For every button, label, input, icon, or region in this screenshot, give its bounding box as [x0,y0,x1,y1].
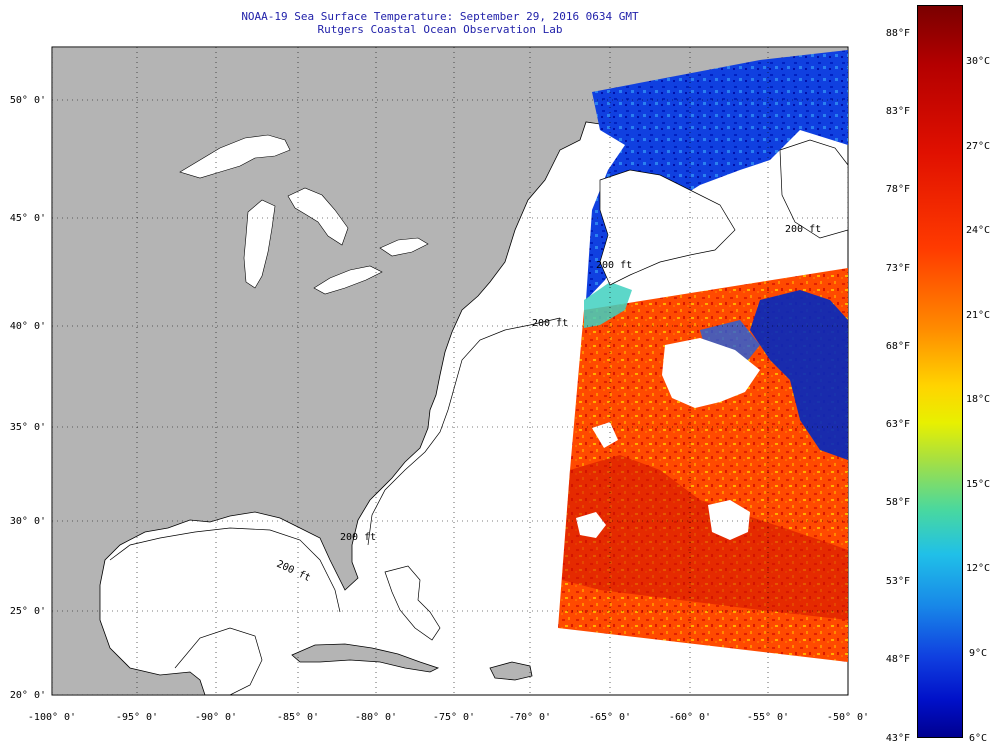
longitude-label: -50° 0' [827,712,869,723]
lake-michigan [243,199,276,289]
fahrenheit-label: 43°F [885,733,910,744]
longitude-axis: -100° 0' -95° 0' -90° 0' -85° 0' -80° 0' -75°… [28,712,869,723]
contour-label: 200 ft [785,224,821,235]
map-subtitle: Rutgers Coastal Ocean Observation Lab [317,23,563,36]
lake-erie [313,265,383,295]
longitude-label: -70° 0' [509,712,551,723]
latitude-axis: 50° 0' 45° 0' 40° 0' 35° 0' 30° 0' 25° 0' 20° … [10,95,46,701]
celsius-label: 12°C [965,563,991,574]
latitude-label: 35° 0' [10,422,46,433]
longitude-label: -85° 0' [277,712,319,723]
fahrenheit-label: 68°F [885,341,910,352]
hispaniola-land [489,661,533,681]
fahrenheit-label: 88°F [885,28,910,39]
celsius-label: 21°C [965,310,991,321]
latitude-label: 50° 0' [10,95,46,106]
bahamas-contour [384,565,441,641]
cloud-gap-2 [708,500,750,540]
cloud-gap-1 [662,338,760,408]
contour-label: 200 ft [340,532,376,543]
longitude-label: -95° 0' [116,712,158,723]
fahrenheit-label: 63°F [885,419,910,430]
longitude-label: -80° 0' [355,712,397,723]
cloud-gap-3 [576,512,606,538]
newfoundland-land [779,139,848,239]
yucatan-contour [174,627,263,695]
longitude-label: -90° 0' [195,712,237,723]
longitude-label: -65° 0' [589,712,631,723]
latitude-label: 30° 0' [10,516,46,527]
latitude-label: 20° 0' [10,690,46,701]
longitude-label: -60° 0' [669,712,711,723]
grid-lines [52,47,848,695]
latitude-label: 25° 0' [10,606,46,617]
sst-swath-cold [586,50,848,300]
latitude-label: 40° 0' [10,321,46,332]
celsius-label: 27°C [965,141,991,152]
celsius-label: 9°C [968,648,988,659]
lake-huron [287,187,349,246]
cuba-land [291,643,440,673]
temperature-colorbar [917,5,963,738]
fahrenheit-label: 73°F [885,263,910,274]
atlantic-shelf-contour [367,317,561,546]
sst-transition-band [584,282,632,328]
map-title: NOAA-19 Sea Surface Temperature: Septemb… [241,10,639,23]
latitude-label: 45° 0' [10,213,46,224]
cloud-gap-4 [592,422,618,448]
lake-superior [179,134,291,179]
celsius-label: 15°C [965,479,991,490]
maritime-land [599,169,736,286]
fahrenheit-label: 58°F [885,497,910,508]
contour-label: 200 ft [532,318,568,329]
fahrenheit-label: 83°F [885,106,910,117]
sst-warm-core [562,455,848,620]
longitude-label: -75° 0' [433,712,475,723]
contour-label: 200 ft [596,260,632,271]
celsius-label: 24°C [965,225,991,236]
longitude-label: -100° 0' [28,712,76,723]
fahrenheit-label: 48°F [885,654,910,665]
lake-ontario [379,237,429,257]
celsius-label: 30°C [965,56,991,67]
fahrenheit-label: 78°F [885,184,910,195]
gulf-shelf-contour [109,527,341,613]
celsius-label: 18°C [965,394,991,405]
sst-cold-patch-1 [750,290,848,460]
longitude-label: -55° 0' [747,712,789,723]
celsius-label: 6°C [968,733,988,744]
fahrenheit-label: 53°F [885,576,910,587]
